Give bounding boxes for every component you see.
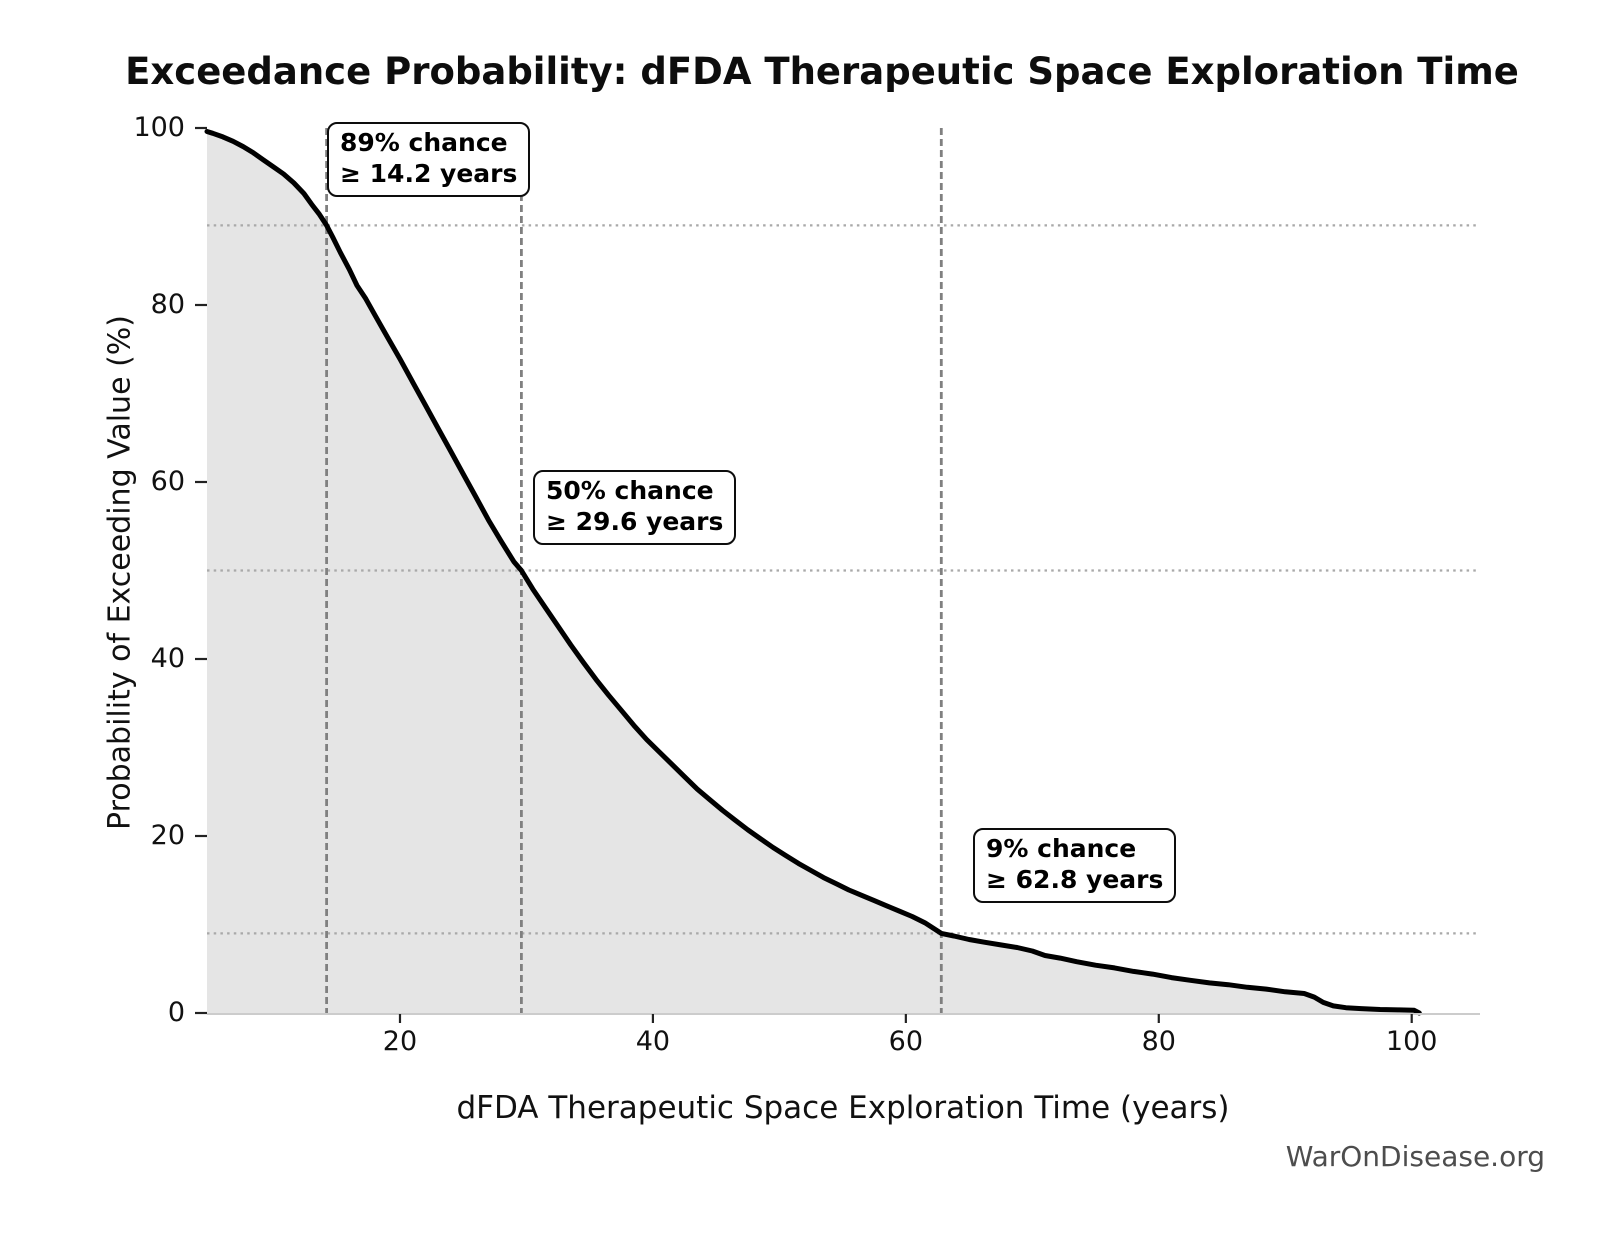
x-tick-label: 40 bbox=[635, 1026, 671, 1057]
annotation-box-50pct: 50% chance ≥ 29.6 years bbox=[533, 470, 737, 545]
x-tick-label: 100 bbox=[1385, 1026, 1438, 1057]
y-tick-label: 40 bbox=[150, 643, 185, 674]
exceedance-curve bbox=[204, 129, 1422, 1016]
x-tick-label: 20 bbox=[382, 1026, 418, 1057]
y-tick-label: 60 bbox=[150, 466, 185, 497]
annotation-box-9pct: 9% chance ≥ 62.8 years bbox=[973, 828, 1177, 903]
annotation-line: 89% chance bbox=[340, 128, 508, 157]
annotation-line: 50% chance bbox=[546, 476, 714, 505]
x-tick-label: 80 bbox=[1141, 1026, 1176, 1057]
watermark-text: WarOnDisease.org bbox=[1285, 1140, 1545, 1173]
annotation-line: ≥ 14.2 years bbox=[340, 159, 518, 188]
y-axis-label: Probability of Exceeding Value (%) bbox=[102, 315, 138, 830]
area-fill bbox=[207, 131, 1420, 1013]
x-axis-label: dFDA Therapeutic Space Exploration Time … bbox=[456, 1090, 1230, 1126]
y-tick-label: 20 bbox=[150, 820, 185, 851]
x-tick-label: 60 bbox=[888, 1026, 924, 1057]
annotation-line: ≥ 62.8 years bbox=[986, 865, 1164, 894]
y-tick-label: 100 bbox=[133, 112, 185, 143]
y-tick-label: 80 bbox=[150, 289, 185, 320]
chart-title: Exceedance Probability: dFDA Therapeutic… bbox=[125, 50, 1519, 93]
annotation-line: 9% chance bbox=[986, 834, 1137, 863]
y-tick-label: 0 bbox=[167, 997, 185, 1028]
annotation-line: ≥ 29.6 years bbox=[546, 507, 724, 536]
annotation-box-89pct: 89% chance ≥ 14.2 years bbox=[327, 122, 531, 197]
